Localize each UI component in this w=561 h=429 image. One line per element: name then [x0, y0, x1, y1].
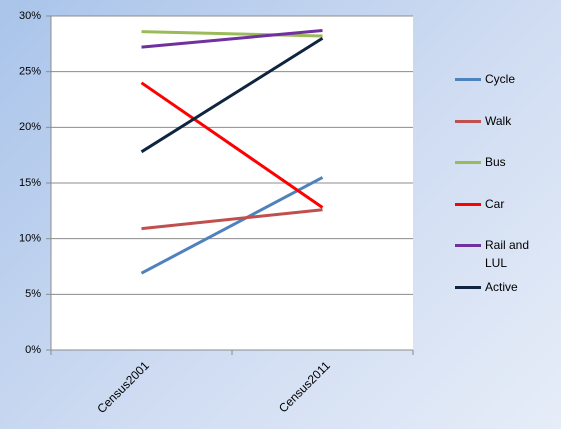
y-tick-label: 30%: [19, 10, 41, 22]
x-tick-label: Census2001: [94, 358, 152, 416]
series-line: [141, 208, 323, 231]
legend-entry: Car: [455, 195, 545, 213]
series-line: [140, 81, 324, 209]
y-tick-label: 15%: [19, 177, 41, 189]
legend-entry: Bus: [455, 153, 545, 171]
legend-label: Car: [485, 196, 505, 211]
y-tick-label: 5%: [25, 288, 41, 300]
legend-swatch: [455, 78, 481, 81]
legend-label: Cycle: [485, 72, 516, 86]
legend-entry: Rail and LUL: [455, 236, 545, 272]
series-line: [141, 30, 323, 38]
legend-swatch: [455, 202, 481, 206]
series-line: [141, 28, 323, 49]
legend-swatch: [455, 285, 481, 289]
legend-swatch: [455, 119, 481, 123]
series-line: [140, 176, 324, 275]
y-tick-label: 20%: [19, 121, 41, 133]
legend-label: Walk: [485, 113, 512, 128]
legend-entry: Cycle: [455, 70, 545, 88]
legend-entry: Active: [455, 278, 545, 296]
y-tick-label: 0%: [25, 344, 41, 356]
y-tick-label: 25%: [19, 66, 41, 78]
legend-swatch: [455, 244, 481, 247]
y-tick-label: 10%: [19, 233, 41, 245]
legend-entry: Walk: [455, 112, 545, 130]
legend-label: Bus: [485, 155, 506, 169]
series-line: [140, 36, 324, 154]
legend-label: Active: [485, 279, 518, 294]
legend-swatch: [455, 161, 481, 164]
x-tick-label: Census2011: [276, 358, 333, 415]
legend-label: Rail and LUL: [485, 238, 530, 270]
